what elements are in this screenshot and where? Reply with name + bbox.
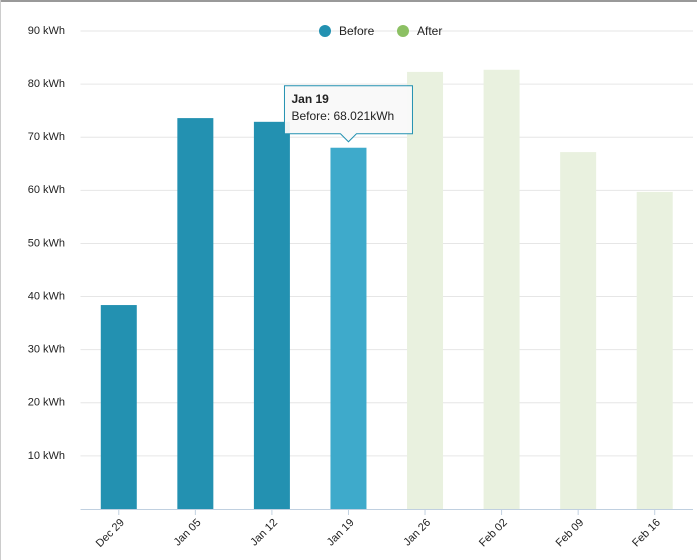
tooltip: Jan 19 Before: 68.021kWh [283, 85, 413, 143]
tooltip-text: Before: 68.021kWh [291, 109, 394, 123]
y-tick-label: 30 kWh [28, 344, 65, 356]
y-tick-label: 10 kWh [28, 450, 65, 462]
legend-label[interactable]: After [417, 24, 442, 38]
bar[interactable] [636, 191, 673, 509]
y-tick-label: 80 kWh [28, 78, 65, 90]
bar[interactable] [560, 152, 597, 510]
y-tick-label: 60 kWh [28, 184, 65, 196]
y-tick-label: 70 kWh [28, 131, 65, 143]
tooltip-title: Jan 19 [291, 92, 329, 106]
y-tick-label: 20 kWh [28, 397, 65, 409]
bars [100, 69, 673, 510]
y-tick-label: 90 kWh [28, 25, 65, 37]
bar[interactable] [100, 305, 137, 509]
y-tick-label: 40 kWh [28, 290, 65, 302]
legend-marker[interactable] [319, 25, 331, 37]
bar[interactable] [253, 121, 290, 509]
legend-marker[interactable] [397, 25, 409, 37]
bar[interactable] [483, 69, 520, 509]
bar[interactable] [407, 71, 444, 509]
legend[interactable]: Before After [319, 24, 442, 38]
bar[interactable] [330, 147, 367, 509]
legend-label[interactable]: Before [339, 24, 375, 38]
bar[interactable] [177, 118, 214, 509]
tooltip-box [283, 85, 413, 143]
y-tick-label: 50 kWh [28, 237, 65, 249]
